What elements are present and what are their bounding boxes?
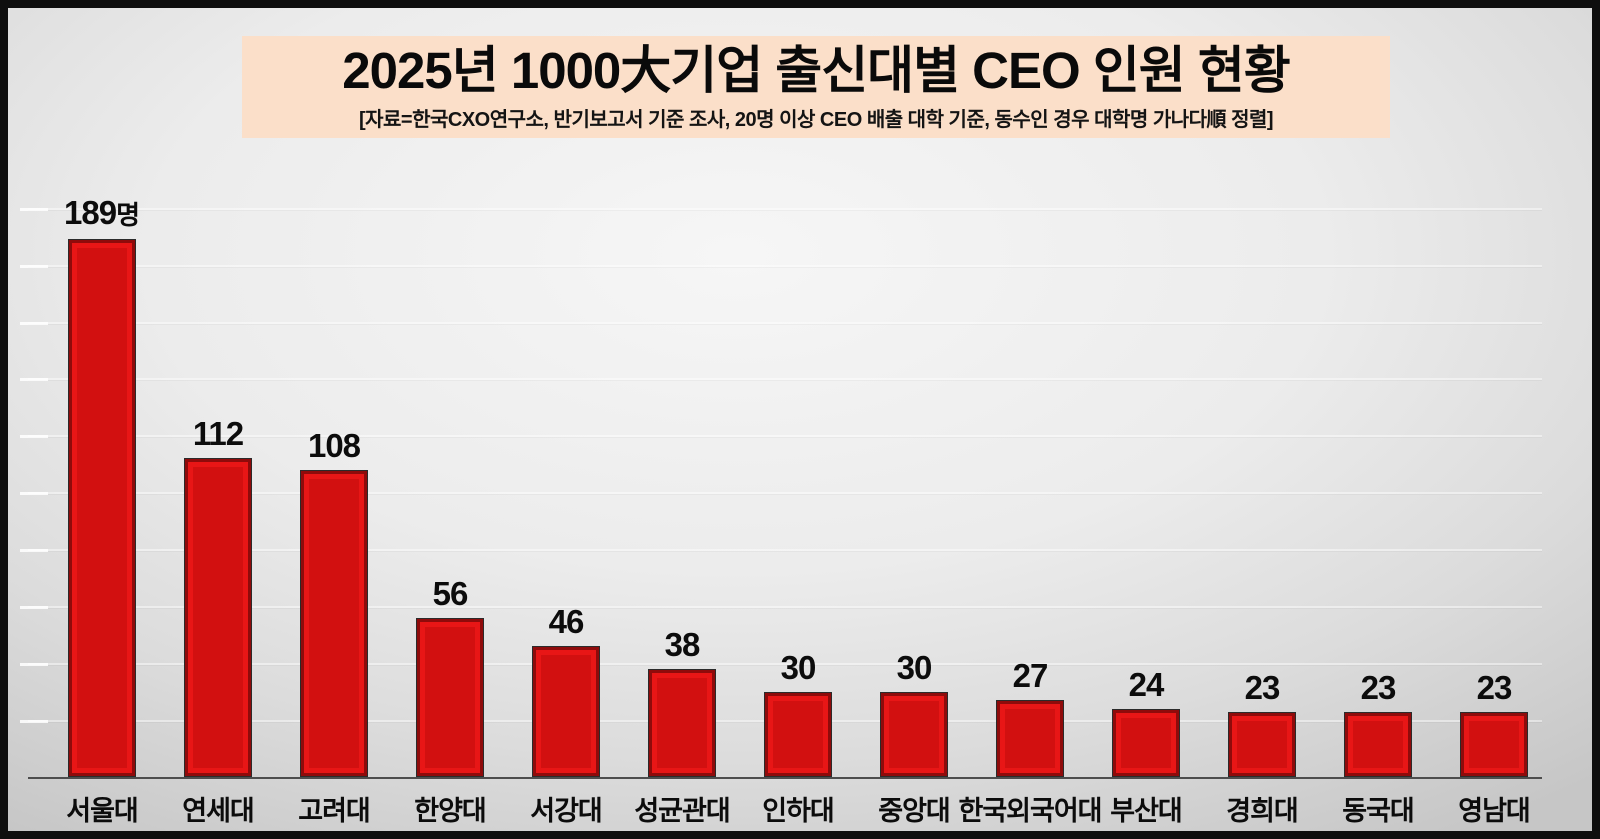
y-axis-tick-100 <box>20 492 48 495</box>
bar <box>1228 712 1296 777</box>
bar <box>996 700 1064 777</box>
category-label: 고려대 <box>298 796 371 826</box>
y-axis-tick-40 <box>20 663 48 666</box>
bar-group-한국외국어대: 27 한국외국어대 <box>958 157 1102 827</box>
bar <box>532 646 600 777</box>
category-label: 부산대 <box>1110 796 1183 826</box>
category-label: 인하대 <box>762 796 835 826</box>
bar <box>184 458 252 777</box>
bar <box>764 692 832 777</box>
bar-group-한양대: 56 한양대 <box>392 157 508 827</box>
category-label: 연세대 <box>182 796 255 826</box>
bar-value-label: 23 <box>1244 669 1281 706</box>
bar-value-label: 46 <box>548 603 585 640</box>
bar-value-label: 112 <box>192 415 244 452</box>
y-axis-tick-120 <box>20 435 48 438</box>
bar-value-label: 27 <box>1012 657 1049 694</box>
y-axis-tick-60 <box>20 606 48 609</box>
gridline-60 <box>28 606 1542 608</box>
bar-value-label: 23 <box>1360 669 1397 706</box>
bar-value-label: 108 <box>307 427 361 464</box>
gridline-140 <box>28 378 1542 380</box>
bar-group-고려대: 108 고려대 <box>276 157 392 827</box>
bar-group-성균관대: 38 성균관대 <box>624 157 740 827</box>
bar-group-인하대: 30 인하대 <box>740 157 856 827</box>
bar <box>300 470 368 777</box>
bar-group-영남대: 23 영남대 <box>1436 157 1552 827</box>
bar-group-중앙대: 30 중앙대 <box>856 157 972 827</box>
gridline-120 <box>28 435 1542 437</box>
category-label: 경희대 <box>1226 796 1299 826</box>
gridline-100 <box>28 492 1542 494</box>
value-unit-suffix: 명 <box>116 200 140 230</box>
bar-value-label: 38 <box>664 626 701 663</box>
gridline-160 <box>28 322 1542 324</box>
bar <box>68 239 136 777</box>
category-label: 한국외국어대 <box>958 796 1102 826</box>
bar <box>648 669 716 777</box>
x-axis-line <box>28 777 1542 779</box>
chart-subtitle: [자료=한국CXO연구소, 반기보고서 기준 조사, 20명 이상 CEO 배출… <box>358 109 1274 131</box>
bar <box>1344 712 1412 777</box>
bar-value-label: 30 <box>780 649 817 686</box>
category-label: 성균관대 <box>634 796 730 826</box>
gridline-200 <box>28 208 1542 210</box>
chart-stage: 2025년 1000大기업 출신대별 CEO 인원 현황 [자료=한국CXO연구… <box>8 8 1592 831</box>
category-label: 서강대 <box>530 796 603 826</box>
bar <box>416 618 484 777</box>
gridline-180 <box>28 265 1542 267</box>
bar-value-label: 24 <box>1128 666 1165 703</box>
bar-group-동국대: 23 동국대 <box>1320 157 1436 827</box>
category-label: 영남대 <box>1458 796 1531 826</box>
bar <box>1112 709 1180 777</box>
y-axis-tick-160 <box>20 322 48 325</box>
y-axis-tick-180 <box>20 265 48 268</box>
y-axis-tick-140 <box>20 378 48 381</box>
category-label: 한양대 <box>414 796 487 826</box>
bar <box>880 692 948 777</box>
bar-group-경희대: 23 경희대 <box>1204 157 1320 827</box>
bar-group-부산대: 24 부산대 <box>1088 157 1204 827</box>
bar-group-서강대: 46 서강대 <box>508 157 624 827</box>
chart-title: 2025년 1000大기업 출신대별 CEO 인원 현황 <box>342 42 1290 99</box>
bar <box>1460 712 1528 777</box>
gridline-80 <box>28 549 1542 551</box>
category-label: 서울대 <box>66 796 139 826</box>
category-label: 중앙대 <box>878 796 951 826</box>
bar-value-label: 56 <box>432 575 469 612</box>
bar-value-label: 189명 <box>64 194 140 231</box>
y-axis-tick-20 <box>20 720 48 723</box>
y-axis-tick-200 <box>20 208 48 211</box>
bar-group-연세대: 112 연세대 <box>160 157 276 827</box>
title-block: 2025년 1000大기업 출신대별 CEO 인원 현황 [자료=한국CXO연구… <box>242 36 1390 138</box>
bar-value-label: 23 <box>1476 669 1513 706</box>
bar-value-label: 30 <box>896 649 933 686</box>
gridline-40 <box>28 663 1542 665</box>
y-axis-tick-80 <box>20 549 48 552</box>
category-label: 동국대 <box>1342 796 1415 826</box>
